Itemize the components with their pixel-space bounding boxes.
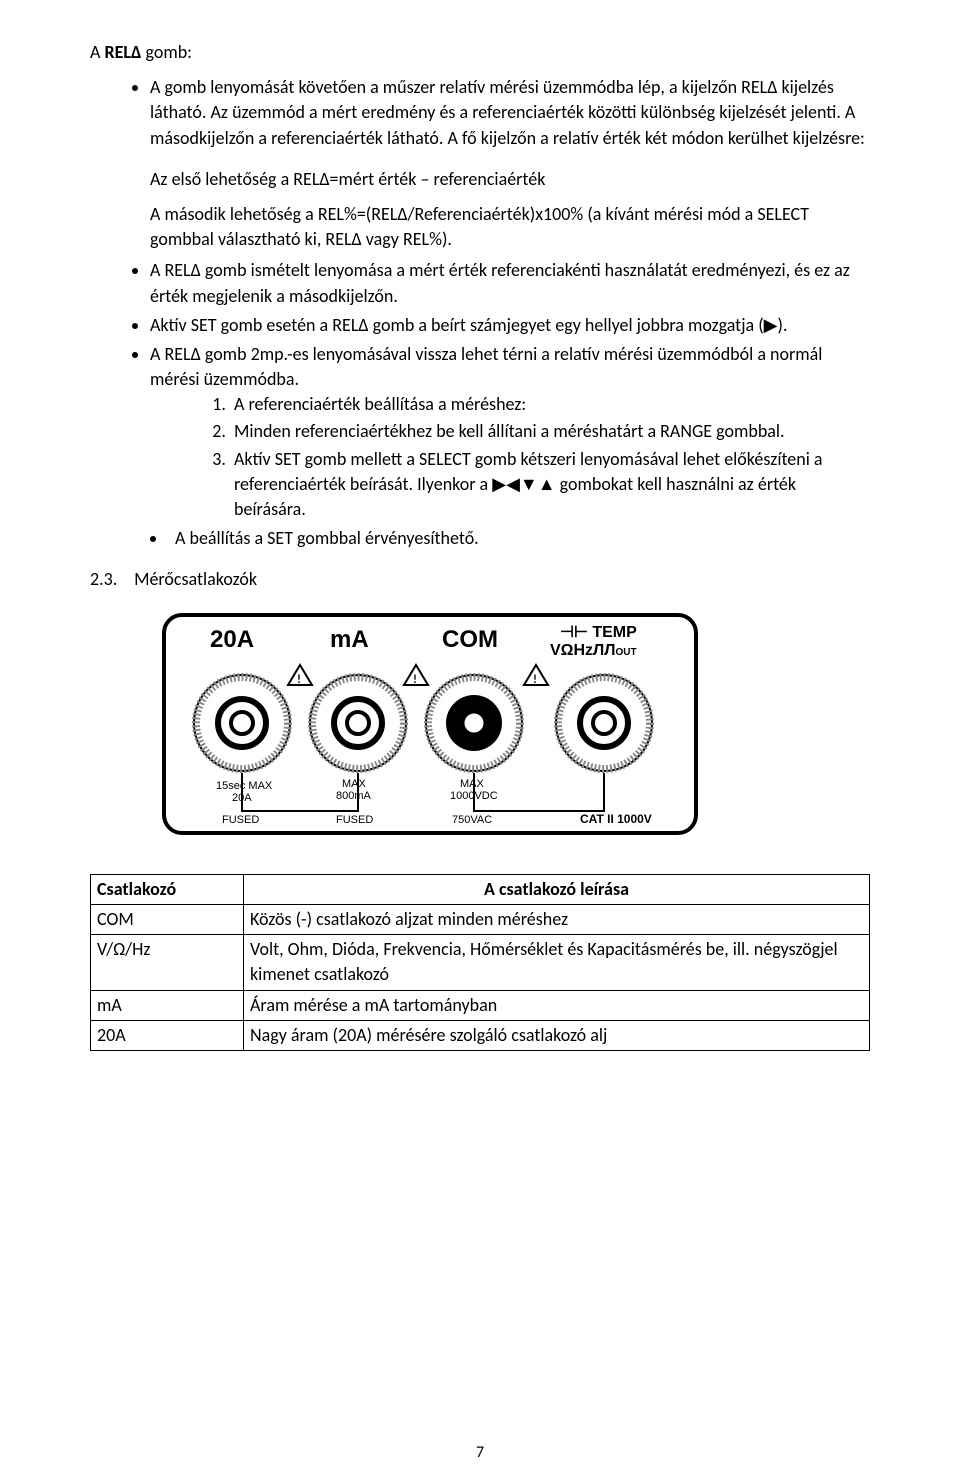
heading: A RELΔ gomb: bbox=[90, 40, 870, 65]
caption-cat: CAT II 1000V bbox=[580, 812, 652, 826]
section-number: 2.3. bbox=[90, 567, 130, 592]
heading-suffix: gomb: bbox=[141, 41, 192, 63]
list-item: Aktív SET gomb esetén a RELΔ gomb a beír… bbox=[150, 313, 870, 338]
list-item: A RELΔ gomb ismételt lenyomása a mért ér… bbox=[150, 258, 870, 308]
table-cell: 20A bbox=[91, 1020, 244, 1050]
jack-ma bbox=[310, 675, 406, 771]
caption-800ma: 800mA bbox=[336, 790, 372, 802]
page-number: 7 bbox=[0, 1442, 960, 1464]
list-item: A beállítás a SET gombbal érvényesíthető… bbox=[130, 526, 870, 551]
list-item: Minden referenciaértékhez be kell állíta… bbox=[230, 419, 870, 444]
heading-prefix: A bbox=[90, 41, 104, 63]
jack-vohm bbox=[556, 675, 652, 771]
bullet-list-2: A RELΔ gomb ismételt lenyomása a mért ér… bbox=[90, 258, 870, 551]
svg-text:!: ! bbox=[297, 673, 301, 687]
list-item: A RELΔ gomb 2mp.-es lenyomásával vissza … bbox=[150, 342, 870, 522]
jack-com bbox=[426, 675, 522, 771]
section-heading: 2.3. Mérőcsatlakozók bbox=[90, 567, 870, 592]
table-cell: Volt, Ohm, Dióda, Frekvencia, Hőmérsékle… bbox=[244, 935, 870, 990]
list-item-text: A RELΔ gomb 2mp.-es lenyomásával vissza … bbox=[150, 343, 822, 390]
table-cell: Áram mérése a mA tartományban bbox=[244, 990, 870, 1020]
caption-max-1: MAX bbox=[342, 778, 367, 790]
caption-fused-1: FUSED bbox=[222, 814, 259, 826]
table-row: 20A Nagy áram (20A) mérésére szolgáló cs… bbox=[91, 1020, 870, 1050]
table-cell: Közös (-) csatlakozó aljzat minden mérés… bbox=[244, 904, 870, 934]
table-cell: mA bbox=[91, 990, 244, 1020]
numbered-list: A referenciaérték beállítása a méréshez:… bbox=[150, 392, 870, 522]
caption-fused-2: FUSED bbox=[336, 814, 373, 826]
table-row: COM Közös (-) csatlakozó aljzat minden m… bbox=[91, 904, 870, 934]
caption-20a: 20A bbox=[232, 792, 252, 804]
table-row: V/Ω/Hz Volt, Ohm, Dióda, Frekvencia, Hőm… bbox=[91, 935, 870, 990]
caption-750vac: 750VAC bbox=[452, 814, 492, 826]
connector-table: Csatlakozó A csatlakozó leírása COM Közö… bbox=[90, 874, 870, 1051]
caption-1000vdc: 1000VDC bbox=[450, 790, 498, 802]
table-cell: COM bbox=[91, 904, 244, 934]
table-header: A csatlakozó leírása bbox=[244, 874, 870, 904]
list-item: Aktív SET gomb mellett a SELECT gomb két… bbox=[230, 447, 870, 523]
table-cell: V/Ω/Hz bbox=[91, 935, 244, 990]
table-row: mA Áram mérése a mA tartományban bbox=[91, 990, 870, 1020]
list-item: A referenciaérték beállítása a méréshez: bbox=[230, 392, 870, 417]
svg-text:!: ! bbox=[413, 673, 417, 687]
list-item: A gomb lenyomását követően a műszer rela… bbox=[150, 75, 870, 151]
jack-20a bbox=[194, 675, 290, 771]
label-capacitor-temp: ⊣⊢ TEMP bbox=[560, 624, 637, 641]
caption-max-2: MAX bbox=[460, 778, 485, 790]
label-20a: 20A bbox=[210, 626, 254, 653]
diagram-svg: 20A mA COM ⊣⊢ TEMP VΩHzЛЛOUT ! bbox=[160, 611, 700, 837]
label-ma: mA bbox=[330, 626, 369, 653]
bullet-list-1: A gomb lenyomását követően a műszer rela… bbox=[90, 75, 870, 151]
table-header: Csatlakozó bbox=[91, 874, 244, 904]
section-title: Mérőcsatlakozók bbox=[134, 568, 257, 590]
indent-line-1: Az első lehetőség a RELΔ=mért érték – re… bbox=[90, 167, 870, 192]
connector-diagram: 20A mA COM ⊣⊢ TEMP VΩHzЛЛOUT ! bbox=[160, 611, 870, 844]
indent-line-2: A második lehetőség a REL%=(RELΔ/Referen… bbox=[90, 202, 870, 252]
table-cell: Nagy áram (20A) mérésére szolgáló csatla… bbox=[244, 1020, 870, 1050]
heading-bold: RELΔ bbox=[104, 41, 141, 63]
svg-text:!: ! bbox=[533, 673, 537, 687]
caption-15sec: 15sec MAX bbox=[216, 780, 273, 792]
label-com: COM bbox=[442, 626, 498, 653]
